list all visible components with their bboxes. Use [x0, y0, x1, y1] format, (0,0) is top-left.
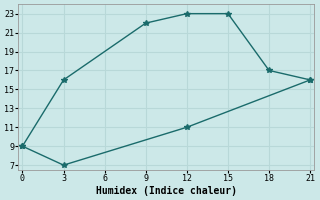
X-axis label: Humidex (Indice chaleur): Humidex (Indice chaleur)	[96, 186, 237, 196]
